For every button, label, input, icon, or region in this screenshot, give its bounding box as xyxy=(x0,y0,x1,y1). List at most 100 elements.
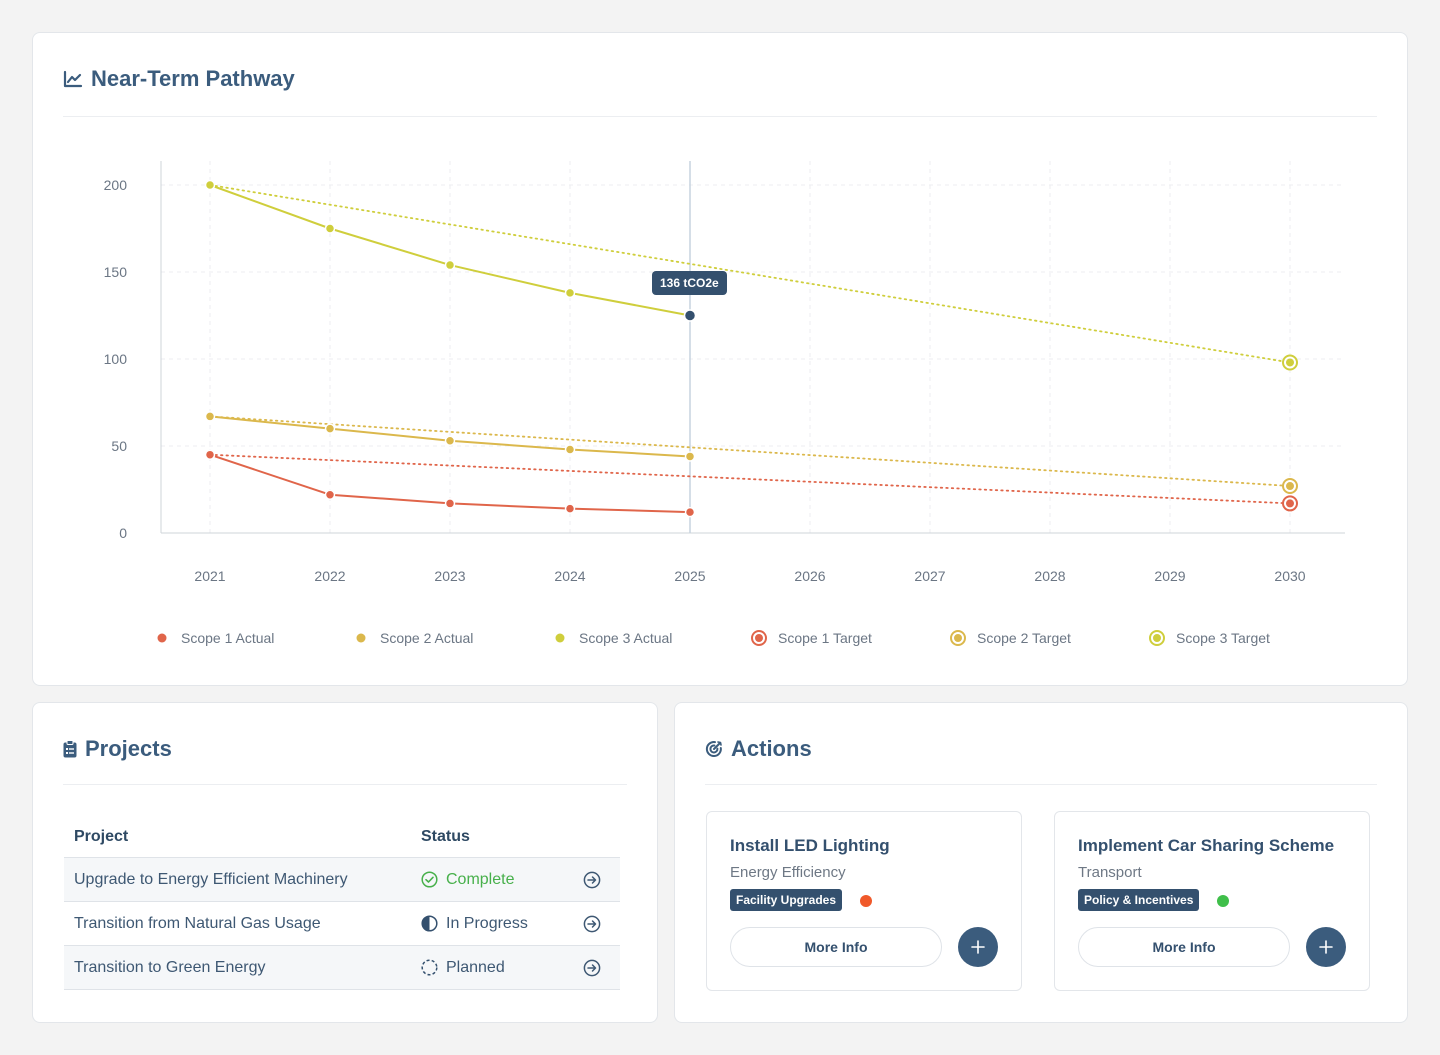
chart-legend: Scope 1 Actual Scope 2 Actual Scope 3 Actu… xyxy=(153,629,1353,653)
project-name: Upgrade to Energy Efficient Machinery xyxy=(74,870,348,888)
scope-1-target-line xyxy=(209,453,1291,505)
project-name: Transition from Natural Gas Usage xyxy=(74,914,321,932)
projects-table-header: Project Status xyxy=(64,816,620,858)
scope-3-actual-point xyxy=(204,179,216,191)
column-header-status: Status xyxy=(421,827,470,845)
scope-1-actual-point xyxy=(684,506,696,518)
action-category: Energy Efficiency xyxy=(730,864,846,881)
y-tick-label: 100 xyxy=(104,351,128,367)
projects-table: Project Status Upgrade to Energy Efficie… xyxy=(64,816,620,990)
legend-marker-icon xyxy=(949,629,967,647)
dashed-circle-icon xyxy=(421,959,438,976)
legend-item[interactable]: Scope 2 Target xyxy=(949,629,1071,647)
scope-2-target-point-center xyxy=(1286,482,1294,491)
scope-3-actual-point xyxy=(564,287,576,299)
project-status-label: Planned xyxy=(446,958,505,976)
legend-item[interactable]: Scope 3 Actual xyxy=(551,629,672,647)
scope-1-actual-point xyxy=(204,449,216,460)
x-tick-label: 2024 xyxy=(554,568,585,584)
scope-1-actual-point xyxy=(444,498,456,509)
legend-label: Scope 1 Target xyxy=(778,630,872,646)
actions-title: Actions xyxy=(705,736,812,762)
x-tick-label: 2027 xyxy=(914,568,945,584)
action-title: Install LED Lighting xyxy=(730,836,890,855)
scope-3-target-point-center xyxy=(1286,358,1294,367)
projects-title: Projects xyxy=(63,736,172,762)
chart-line-icon xyxy=(63,70,83,88)
pathway-chart: 0 50 100 150 200 2021 2022 2023 2024 2025 2026 2027… xyxy=(104,161,1345,584)
action-tag: Facility Upgrades xyxy=(730,889,843,911)
x-tick-label: 2026 xyxy=(794,568,825,584)
x-tick-label: 2023 xyxy=(434,568,465,584)
table-row[interactable]: Transition from Natural Gas Usage In Pro… xyxy=(64,902,620,946)
legend-item[interactable]: Scope 2 Actual xyxy=(352,629,473,647)
plus-icon xyxy=(1319,940,1333,954)
arrow-right-circle-icon[interactable] xyxy=(583,871,601,889)
arrow-right-circle-icon[interactable] xyxy=(583,959,601,977)
projects-divider xyxy=(63,784,627,785)
scope-1-actual-point xyxy=(564,503,576,514)
project-status: Planned xyxy=(421,959,505,977)
x-tick-label: 2029 xyxy=(1154,568,1185,584)
scope-2-actual-point xyxy=(324,423,336,434)
legend-label: Scope 3 Target xyxy=(1176,630,1270,646)
x-tick-label: 2030 xyxy=(1274,568,1305,584)
scope-2-actual-point xyxy=(564,444,576,455)
project-status-label: In Progress xyxy=(446,914,528,932)
legend-label: Scope 2 Actual xyxy=(380,630,474,646)
y-tick-label: 200 xyxy=(104,177,128,193)
legend-marker-icon xyxy=(750,629,768,647)
table-row[interactable]: Upgrade to Energy Efficient Machinery Co… xyxy=(64,858,620,902)
scope-2-actual-point xyxy=(444,435,456,447)
legend-item[interactable]: Scope 1 Target xyxy=(750,629,872,647)
x-tick-label: 2025 xyxy=(674,568,705,584)
half-circle-icon xyxy=(421,915,438,932)
add-action-button[interactable] xyxy=(1306,927,1346,967)
action-title: Implement Car Sharing Scheme xyxy=(1078,836,1335,855)
legend-marker-icon xyxy=(352,629,370,647)
scope-2-actual-point xyxy=(204,411,216,422)
legend-label: Scope 3 Actual xyxy=(579,630,673,646)
legend-item[interactable]: Scope 3 Target xyxy=(1148,629,1270,647)
more-info-button[interactable]: More Info xyxy=(1078,927,1290,967)
legend-item[interactable]: Scope 1 Actual xyxy=(153,629,274,647)
scope-1-target-point-center xyxy=(1286,499,1294,508)
y-tick-label: 50 xyxy=(111,438,127,454)
near-term-pathway-card: Near-Term Pathway 0 50 100 150 200 2021 2022 20… xyxy=(32,32,1408,686)
pathway-title: Near-Term Pathway xyxy=(63,66,295,92)
scope-3-actual-point xyxy=(324,223,336,234)
legend-label: Scope 1 Actual xyxy=(181,630,275,646)
project-name: Transition to Green Energy xyxy=(74,958,266,976)
scope-2-target-line xyxy=(209,415,1291,487)
target-icon xyxy=(705,741,722,757)
table-row[interactable]: Transition to Green Energy Planned xyxy=(64,946,620,990)
scope-3-actual-point xyxy=(444,259,456,271)
legend-label: Scope 2 Target xyxy=(977,630,1071,646)
chart-tooltip: 136 tCO2e xyxy=(652,271,727,295)
action-card: Install LED Lighting Energy Efficiency F… xyxy=(706,811,1022,991)
scope-2-actual-point xyxy=(684,451,696,462)
actions-card: Actions Install LED Lighting Energy Effi… xyxy=(674,702,1408,1023)
clipboard-icon xyxy=(63,740,77,758)
scope-3-target-line xyxy=(209,184,1291,364)
pathway-title-text: Near-Term Pathway xyxy=(91,66,295,91)
x-tick-label: 2028 xyxy=(1034,568,1065,584)
arrow-right-circle-icon[interactable] xyxy=(583,915,601,933)
y-tick-label: 0 xyxy=(119,525,127,541)
column-header-project: Project xyxy=(74,827,129,845)
projects-card: Projects Project Status Upgrade to Energ… xyxy=(32,702,658,1023)
more-info-button[interactable]: More Info xyxy=(730,927,942,967)
x-tick-label: 2022 xyxy=(314,568,345,584)
legend-marker-icon xyxy=(551,629,569,647)
check-circle-icon xyxy=(421,871,438,888)
scope-3-actual-point xyxy=(683,309,697,322)
legend-marker-icon xyxy=(153,629,171,647)
actions-divider xyxy=(705,784,1377,785)
status-dot xyxy=(1217,895,1229,907)
action-card: Implement Car Sharing Scheme Transport P… xyxy=(1054,811,1370,991)
action-tag: Policy & Incentives xyxy=(1078,889,1200,911)
pathway-divider xyxy=(63,116,1377,117)
add-action-button[interactable] xyxy=(958,927,998,967)
project-status-label: Complete xyxy=(446,870,515,888)
scope-1-actual-point xyxy=(324,489,336,500)
